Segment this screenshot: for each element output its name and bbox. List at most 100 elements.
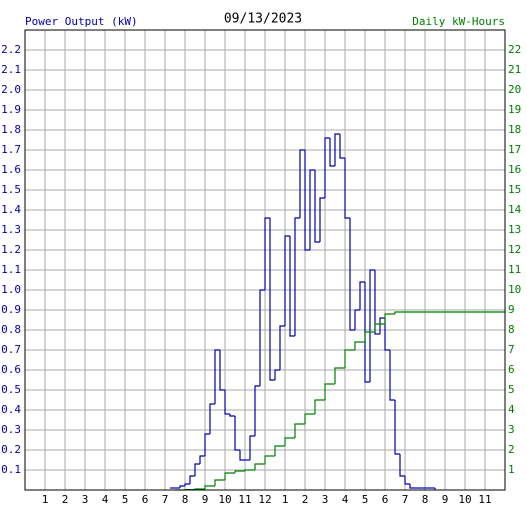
step-segment [209,403,215,434]
y-tick-label: 0.7 [1,343,21,356]
chart-title: 09/13/2023 [224,12,302,27]
step-segment [364,282,370,383]
y2-tick-label: 10 [508,283,521,296]
step-segment [244,469,255,471]
y2-tick-label: 22 [508,43,521,56]
step-segment [294,423,305,438]
step-segment [294,217,300,336]
step-segment [259,289,265,386]
step-segment [319,197,325,242]
y-axis-title: Power Output (kW) [25,15,138,28]
y-tick-label: 1.8 [1,123,21,136]
y2-axis-title: Daily kW-Hours [412,15,505,28]
step-segment [354,309,360,330]
step-segment [364,331,375,342]
step-segment [184,483,190,486]
x-tick-label: 7 [402,493,409,506]
step-segment [214,479,225,486]
step-segment [354,341,365,350]
y-tick-label: 1.0 [1,283,21,296]
step-segment [274,369,280,380]
y-tick-label: 2.0 [1,83,21,96]
y-tick-label: 1.6 [1,163,21,176]
y-tick-label: 0.9 [1,303,21,316]
y2-tick-label: 1 [508,463,515,476]
y-tick-label: 1.7 [1,143,21,156]
x-tick-label: 9 [202,493,209,506]
x-tick-label: 6 [142,493,149,506]
step-segment [304,413,315,424]
x-tick-label: 6 [382,493,389,506]
y2-tick-label: 7 [508,343,515,356]
y-tick-label: 0.8 [1,323,21,336]
step-segment [224,390,230,415]
y2-tick-label: 12 [508,243,521,256]
x-tick-label: 9 [442,493,449,506]
x-tick-label: 11 [238,493,251,506]
step-segment [204,485,215,489]
plot [170,133,505,491]
y2-tick-label: 4 [508,403,515,416]
step-segment [289,236,295,337]
y2-tick-label: 15 [508,183,521,196]
y-tick-label: 0.4 [1,403,21,416]
x-tick-label: 8 [422,493,429,506]
step-segment [279,325,285,370]
step-segment [399,454,405,477]
step-segment [204,433,210,456]
step-segment [384,313,395,324]
y-tick-label: 1.3 [1,223,21,236]
x-tick-label: 4 [342,493,349,506]
x-tick-label: 4 [102,493,109,506]
step-segment [324,383,335,400]
y-tick-label: 1.9 [1,103,21,116]
step-segment [284,235,290,326]
y-tick-label: 1.4 [1,203,21,216]
y2-tick-label: 18 [508,123,521,136]
y-tick-label: 2.2 [1,43,21,56]
x-tick-label: 3 [82,493,89,506]
y2-tick-label: 9 [508,303,515,316]
y-tick-label: 1.1 [1,263,21,276]
step-segment [304,150,310,251]
step-segment [324,137,330,198]
step-segment [299,149,305,218]
step-segment [224,472,235,480]
x-tick-label: 8 [182,493,189,506]
y-tick-label: 0.2 [1,443,21,456]
step-segment [394,400,400,455]
step-segment [309,169,315,250]
x-tick-label: 12 [258,493,271,506]
y-tick-label: 0.6 [1,363,21,376]
step-segment [264,455,275,464]
step-segment [359,281,365,310]
step-segment [384,318,390,351]
x-tick-label: 5 [122,493,129,506]
step-segment [234,470,245,473]
x-tick-label: 11 [478,493,491,506]
step-segment [329,138,335,167]
step-segment [389,350,395,401]
y2-tick-label: 21 [508,63,521,76]
step-segment [264,217,270,290]
step-segment [334,367,345,384]
step-segment [394,311,505,314]
step-segment [234,416,240,451]
x-tick-label: 5 [362,493,369,506]
step-segment [219,350,225,391]
step-segment [274,445,285,456]
x-tick-label: 7 [162,493,169,506]
step-segment [344,158,350,219]
step-segment [314,170,320,243]
step-segment [374,270,380,335]
y2-tick-label: 16 [508,163,521,176]
y-tick-label: 2.1 [1,63,21,76]
y2-tick-label: 3 [508,423,515,436]
plot-border [24,29,506,491]
x-tick-label: 1 [42,493,49,506]
step-segment [344,349,355,368]
y2-tick-label: 20 [508,83,521,96]
y-tick-label: 0.3 [1,423,21,436]
